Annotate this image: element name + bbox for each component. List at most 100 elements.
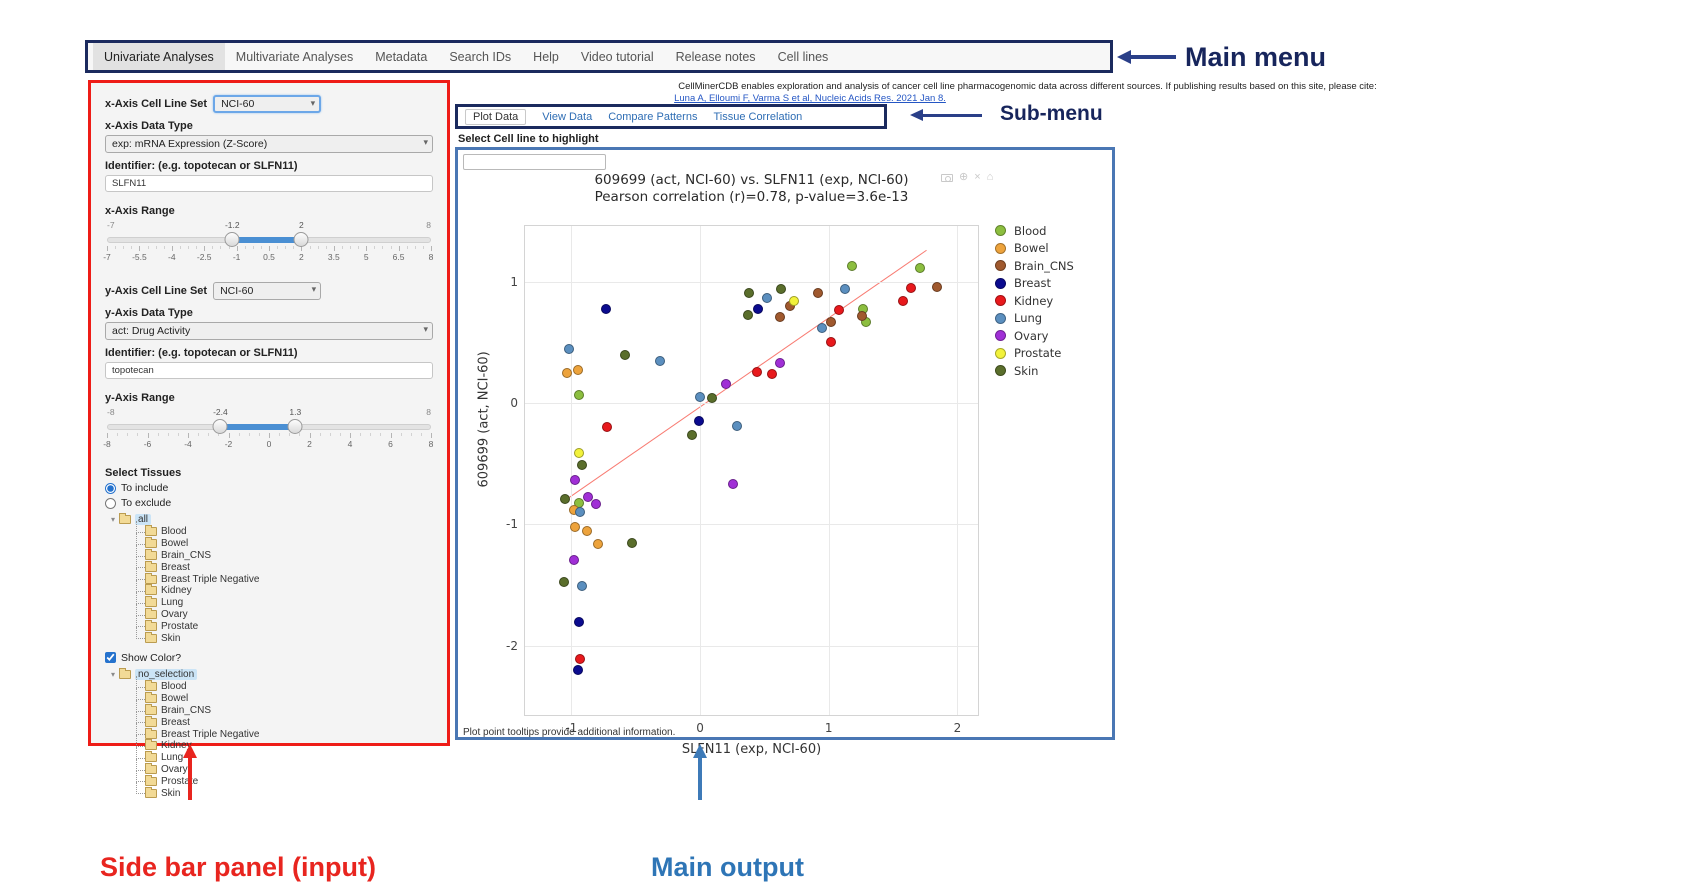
home-icon[interactable]: ⌂ [986,171,994,183]
scatter-point-bowel[interactable] [581,525,592,536]
scatter-point-prostate[interactable] [574,447,585,458]
x-data-type-select[interactable]: exp: mRNA Expression (Z-Score) ▾ [105,135,433,153]
tree-item-breast[interactable]: Breast [136,711,433,728]
scatter-point-blood[interactable] [574,497,585,508]
scatter-point-breast[interactable] [572,665,583,676]
menu-item-multivariate-analyses[interactable]: Multivariate Analyses [235,49,354,64]
legend-item-blood[interactable]: Blood [995,222,1074,240]
scatter-point-brain_cns[interactable] [813,287,824,298]
scatter-point-ovary[interactable] [774,358,785,369]
tree-root-label[interactable]: no_selection [135,668,198,680]
menu-item-univariate-analyses[interactable]: Univariate Analyses [93,43,225,70]
scatter-point-prostate[interactable] [788,296,799,307]
y-cell-line-set-select[interactable]: NCI-60 ▾ [213,282,322,300]
menu-item-cell-lines[interactable]: Cell lines [777,49,829,64]
scatter-point-skin[interactable] [576,460,587,471]
scatter-point-lung[interactable] [576,581,587,592]
scatter-point-skin[interactable] [776,284,787,295]
scatter-point-skin[interactable] [743,287,754,298]
tree-item-ovary[interactable]: Ovary [136,758,433,776]
tree-item-kidney[interactable]: Kidney [136,580,433,597]
tree-item-skin[interactable]: Skin [136,627,433,644]
scatter-point-ovary[interactable] [570,474,581,485]
citation-link[interactable]: Luna A, Elloumi F, Varma S et al, Nuclei… [674,93,946,104]
tree-item-prostate[interactable]: Prostate [136,615,433,632]
scatter-point-blood[interactable] [574,389,585,400]
scatter-point-skin[interactable] [626,537,637,548]
scatter-point-kidney[interactable] [898,296,909,307]
scatter-point-bowel[interactable] [570,521,581,532]
tree-root-node[interactable]: ▾ all [111,513,433,526]
legend-item-bowel[interactable]: Bowel [995,240,1074,258]
scatter-point-kidney[interactable] [834,304,844,315]
tree-expand-icon[interactable]: ▾ [111,515,116,524]
scatter-point-ovary[interactable] [728,479,739,490]
tree-item-breast-triple-negative[interactable]: Breast Triple Negative [136,568,433,585]
scatter-point-bowel[interactable] [562,367,573,378]
tree-item-bowel[interactable]: Bowel [136,532,433,550]
scatter-point-lung[interactable] [732,421,743,432]
tree-item-brain_cns[interactable]: Brain_CNS [136,544,433,562]
legend-item-lung[interactable]: Lung [995,310,1074,328]
close-icon[interactable]: × [974,171,981,183]
scatter-point-skin[interactable] [687,429,698,440]
scatter-point-lung[interactable] [655,355,666,366]
scatter-point-lung[interactable] [695,392,706,403]
scatter-point-brain_cns[interactable] [774,312,785,322]
scatter-point-kidney[interactable] [751,366,762,377]
slider-handle-to[interactable] [293,232,309,247]
scatter-point-blood[interactable] [915,263,926,274]
tree-item-lung[interactable]: Lung [136,591,433,609]
menu-item-search-ids[interactable]: Search IDs [449,49,512,64]
scatter-point-kidney[interactable] [767,369,778,380]
legend-item-kidney[interactable]: Kidney [995,292,1074,310]
scatter-point-lung[interactable] [840,284,851,295]
scatter-point-ovary[interactable] [568,554,579,565]
x-identifier-input[interactable] [105,175,433,192]
scatter-point-brain_cns[interactable] [826,316,837,327]
scatter-point-brain_cns[interactable] [857,310,868,321]
legend-item-skin[interactable]: Skin [995,362,1074,380]
scatter-point-brain_cns[interactable] [931,281,942,292]
scatter-point-breast[interactable] [601,303,612,314]
highlight-cell-line-input[interactable] [463,154,606,170]
legend-item-ovary[interactable]: Ovary [995,327,1074,345]
scatter-point-ovary[interactable] [720,378,731,389]
tree-item-blood[interactable]: Blood [136,676,433,693]
tree-item-prostate[interactable]: Prostate [136,770,433,787]
subtab-plot-data[interactable]: Plot Data [465,108,527,125]
radio-to-include[interactable] [105,482,116,494]
legend-item-breast[interactable]: Breast [995,275,1074,293]
scatter-point-kidney[interactable] [575,654,586,665]
scatter-point-ovary[interactable] [583,491,594,502]
menu-item-video-tutorial[interactable]: Video tutorial [580,49,654,64]
scatter-point-bowel[interactable] [572,365,583,376]
x-cell-line-set-select[interactable]: NCI-60 ▾ [213,95,322,113]
radio-to-exclude[interactable] [105,497,116,509]
y-range-slider[interactable]: -8 8 -2.4 1.3 -8 -6 -4 -2 0 2 4 6 8 [103,407,433,453]
tree-expand-icon[interactable]: ▾ [111,669,116,679]
slider-handle-from[interactable] [212,419,228,434]
y-data-type-select[interactable]: act: Drug Activity ▾ [105,322,433,340]
subtab-compare-patterns[interactable]: Compare Patterns [608,110,698,123]
menu-item-release-notes[interactable]: Release notes [675,49,756,64]
tree-item-lung[interactable]: Lung [136,746,433,764]
scatter-point-lung[interactable] [563,343,574,354]
y-identifier-input[interactable] [105,362,433,379]
scatter-point-skin[interactable] [706,393,717,404]
tree-item-ovary[interactable]: Ovary [136,603,433,621]
tree-item-breast-triple-negative[interactable]: Breast Triple Negative [136,723,433,740]
tree-root-label[interactable]: all [135,514,152,525]
scatter-point-kidney[interactable] [826,337,837,348]
scatter-point-skin[interactable] [742,309,753,320]
menu-item-metadata[interactable]: Metadata [375,49,428,64]
scatter-point-skin[interactable] [620,349,631,360]
scatter-point-breast[interactable] [574,616,585,627]
scatter-point-skin[interactable] [559,494,570,504]
scatter-point-breast[interactable] [752,303,763,314]
slider-handle-to[interactable] [287,419,303,434]
zoom-icon[interactable]: ⊕ [959,171,969,183]
scatter-point-bowel[interactable] [593,538,604,549]
tree-item-brain_cns[interactable]: Brain_CNS [136,699,433,717]
tree-item-kidney[interactable]: Kidney [136,735,433,752]
